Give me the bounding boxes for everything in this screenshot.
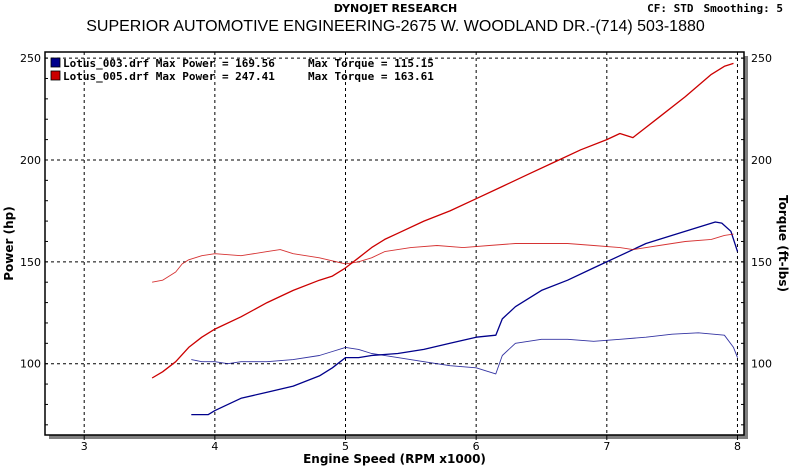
y-right-axis-label: Torque (ft-lbs)	[776, 195, 790, 292]
series-line-3	[152, 233, 734, 283]
y-right-tick-label: 150	[751, 256, 772, 269]
y-right-tick-label: 100	[751, 358, 772, 371]
y-left-axis-label: Power (hp)	[2, 206, 16, 280]
correction-info: CF: STD Smoothing: 5	[647, 2, 783, 15]
legend-swatch	[50, 57, 61, 68]
plot-frame	[44, 51, 745, 436]
x-tick-label: 3	[81, 440, 88, 453]
y-right-tick-label: 250	[751, 52, 772, 65]
series-line-0	[191, 221, 739, 416]
y-right-tick-label: 200	[751, 154, 772, 167]
y-left-tick-label: 250	[20, 52, 41, 65]
x-tick-label: 8	[734, 440, 741, 453]
x-tick-label: 7	[603, 440, 610, 453]
smoothing-label: Smoothing: 5	[703, 2, 783, 15]
y-left-tick-label: 200	[20, 154, 41, 167]
x-tick-label: 4	[211, 440, 218, 453]
y-left-tick-label: 100	[20, 358, 41, 371]
legend-power-text: Lotus_003.drf Max Power = 169.56	[63, 57, 275, 70]
x-tick-label: 6	[473, 440, 480, 453]
x-tick-label: 5	[342, 440, 349, 453]
dyno-title: DYNOJET RESEARCH	[333, 2, 458, 15]
y-left-tick-label: 150	[20, 256, 41, 269]
legend-torque-text: Max Torque = 163.61	[308, 70, 434, 83]
cf-label: CF: STD	[647, 2, 694, 15]
shop-subtitle: SUPERIOR AUTOMOTIVE ENGINEERING-2675 W. …	[86, 18, 705, 35]
series-line-2	[151, 62, 734, 379]
legend-swatch	[50, 70, 61, 81]
series-line-1	[191, 332, 738, 375]
x-axis-label: Engine Speed (RPM x1000)	[303, 452, 486, 466]
legend-power-text: Lotus_005.drf Max Power = 247.41	[63, 70, 275, 83]
legend-torque-text: Max Torque = 115.15	[308, 57, 434, 70]
